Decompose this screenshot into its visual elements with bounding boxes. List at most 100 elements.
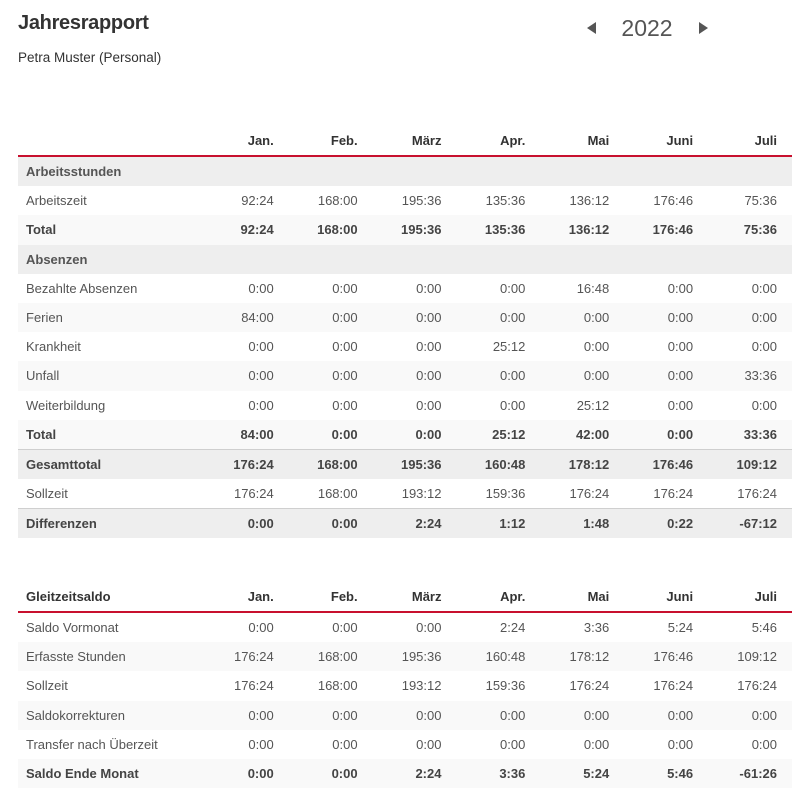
table-row: Transfer nach Überzeit 0:00 0:00 0:00 0:00 0:… xyxy=(18,730,792,759)
value-cell: 0:00 xyxy=(708,302,792,333)
value-cell: 0:00 xyxy=(288,302,373,333)
table-row: Saldokorrekturen 0:00 0:00 0:00 0:00 0:00 0:00… xyxy=(18,700,792,730)
value-cell: 0:00 xyxy=(667,736,694,752)
value-cell: 16:48 xyxy=(576,280,610,296)
row-label: Gesamttotal xyxy=(18,448,205,480)
value-cell: 1:12 xyxy=(456,508,541,539)
value-cell: 193:12 xyxy=(401,678,442,694)
value-cell: -61:26 xyxy=(708,758,792,789)
value-cell: 195:36 xyxy=(372,642,457,672)
value-cell xyxy=(372,244,457,274)
value-cell: 0:00 xyxy=(372,302,457,333)
value-cell: 0:00 xyxy=(332,620,358,636)
value-cell: 176:46 xyxy=(624,448,709,480)
value-cell: 135:36 xyxy=(456,215,541,245)
month-header: Feb. xyxy=(288,126,373,157)
month-header: Juli xyxy=(708,582,792,613)
value-cell: 84:00 xyxy=(204,419,289,450)
value-cell: 0:00 xyxy=(667,339,694,355)
value-cell xyxy=(708,244,792,274)
value-cell: 0:00 xyxy=(667,397,694,413)
value-cell: 195:36 xyxy=(401,193,442,209)
row-label: Total xyxy=(18,215,205,245)
month-header: Juni xyxy=(624,582,709,613)
chevron-right-icon xyxy=(698,22,708,34)
next-year-button[interactable] xyxy=(692,12,714,44)
report-table: Jan. Feb. März Apr. Mai Juni Juli Arbeit… xyxy=(18,126,792,539)
table-row: Saldo Vormonat 0:00 0:00 0:00 2:24 3:36 5:24 5:… xyxy=(18,612,792,642)
value-cell: 160:48 xyxy=(456,448,541,480)
value-cell: 0:00 xyxy=(751,397,777,413)
value-cell: 168:00 xyxy=(317,486,358,502)
value-cell xyxy=(372,156,457,187)
value-cell: 176:24 xyxy=(233,486,274,502)
value-cell: 176:24 xyxy=(653,678,694,694)
gleitzeit-table: Gleitzeitsaldo Jan. Feb. März Apr. Mai J… xyxy=(18,582,792,789)
previous-year-button[interactable] xyxy=(580,12,602,44)
header-label-cell xyxy=(18,126,205,157)
value-cell: 0:00 xyxy=(332,736,358,752)
month-header: Jan. xyxy=(204,126,289,157)
value-cell: 176:24 xyxy=(737,678,777,694)
gleitzeit-header-row: Gleitzeitsaldo Jan. Feb. März Apr. Mai J… xyxy=(18,582,792,613)
gesamttotal-row: Gesamttotal 176:24 168:00 195:36 160:48 178:1… xyxy=(18,448,792,480)
value-cell: 0:00 xyxy=(204,700,289,730)
value-cell: 75:36 xyxy=(744,193,777,209)
row-label: Transfer nach Überzeit xyxy=(26,736,158,752)
value-cell: 1:48 xyxy=(540,508,625,539)
gleitzeit-title: Gleitzeitsaldo xyxy=(18,582,205,613)
value-cell: 178:12 xyxy=(540,642,625,672)
value-cell: 0:00 xyxy=(624,700,709,730)
row-label: Absenzen xyxy=(18,244,205,274)
value-cell: 0:00 xyxy=(204,508,289,539)
total-row: Total 84:00 0:00 0:00 25:12 42:00 0:00 33:36 xyxy=(18,419,792,450)
value-cell: 159:36 xyxy=(485,486,526,502)
value-cell: 168:00 xyxy=(317,678,358,694)
month-header: Juni xyxy=(624,126,709,157)
value-cell: 75:36 xyxy=(708,215,792,245)
value-cell: 0:00 xyxy=(248,736,274,752)
value-cell: 0:00 xyxy=(540,361,625,391)
value-cell: 176:24 xyxy=(233,678,274,694)
row-label: Arbeitsstunden xyxy=(18,156,205,187)
value-cell xyxy=(540,244,625,274)
value-cell: 5:46 xyxy=(751,620,777,636)
month-header: Mai xyxy=(540,126,625,157)
value-cell: 84:00 xyxy=(204,302,289,333)
value-cell: 0:00 xyxy=(416,339,442,355)
report-header-row: Jan. Feb. März Apr. Mai Juni Juli xyxy=(18,126,792,157)
value-cell xyxy=(624,244,709,274)
value-cell: 0:00 xyxy=(248,280,274,296)
value-cell: 0:00 xyxy=(708,700,792,730)
value-cell: 176:24 xyxy=(569,678,610,694)
value-cell: 176:46 xyxy=(624,215,709,245)
value-cell: 0:00 xyxy=(372,419,457,450)
year-navigation: 2022 xyxy=(580,12,714,44)
year-display: 2022 xyxy=(621,14,673,41)
value-cell: 33:36 xyxy=(708,419,792,450)
value-cell: 0:00 xyxy=(751,280,777,296)
value-cell: 0:00 xyxy=(416,397,442,413)
value-cell xyxy=(204,156,289,187)
row-label: Ferien xyxy=(18,302,205,333)
row-label: Total xyxy=(18,419,205,450)
month-header: Mai xyxy=(540,582,625,613)
value-cell: 178:12 xyxy=(540,448,625,480)
value-cell: 0:00 xyxy=(624,361,709,391)
table-row: Krankheit 0:00 0:00 0:00 25:12 0:00 0:00 0:00 xyxy=(18,332,792,361)
value-cell: 0:22 xyxy=(624,508,709,539)
value-cell: 176:24 xyxy=(653,486,694,502)
value-cell: 25:12 xyxy=(576,397,610,413)
total-row: Total 92:24 168:00 195:36 135:36 136:12 176:46… xyxy=(18,215,792,245)
row-label: Sollzeit xyxy=(26,678,68,694)
value-cell: 92:24 xyxy=(204,215,289,245)
month-header: Juli xyxy=(708,126,792,157)
value-cell: 0:00 xyxy=(204,361,289,391)
value-cell: 176:24 xyxy=(569,486,610,502)
value-cell: 2:24 xyxy=(500,620,526,636)
differenzen-row: Differenzen 0:00 0:00 2:24 1:12 1:48 0:22 -67:1… xyxy=(18,508,792,539)
page-title: Jahresrapport xyxy=(18,12,149,34)
value-cell: 0:00 xyxy=(624,302,709,333)
value-cell: 33:36 xyxy=(708,361,792,391)
row-label: Erfasste Stunden xyxy=(18,642,205,672)
